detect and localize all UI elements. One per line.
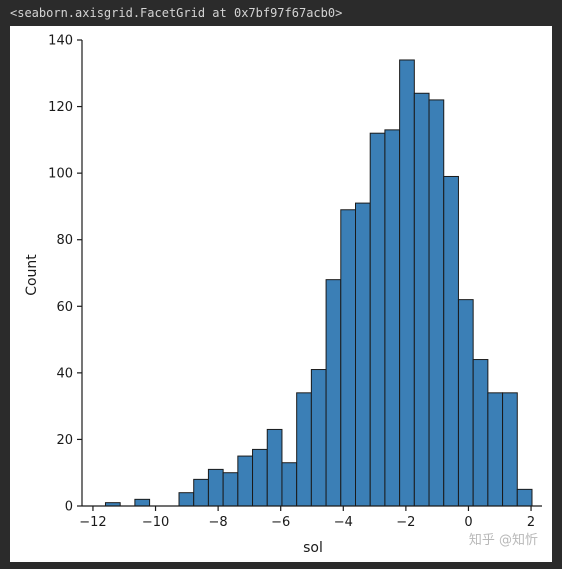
x-tick-label: 2: [527, 515, 535, 530]
bars-group: [104, 59, 533, 507]
histogram-bar: [413, 92, 430, 507]
histogram-bar: [266, 428, 283, 507]
y-tick-label: 20: [56, 433, 73, 448]
y-tick-label: 80: [56, 233, 73, 248]
histogram-bar: [384, 129, 401, 507]
watermark-text: 知乎 @知忻: [468, 533, 538, 548]
histogram-bar: [222, 472, 239, 507]
histogram-bar: [252, 448, 268, 507]
x-tick-label: 0: [464, 515, 472, 530]
x-axis-label: sol: [303, 540, 323, 556]
x-tick-label: −12: [79, 515, 106, 530]
figure-canvas: −12 −10 −8 −6 −4 −2 0 2 0 20 40 60 80 100 120 140 sol C…: [10, 26, 552, 562]
histogram-bar: [472, 359, 489, 507]
histogram-bar: [134, 498, 151, 507]
histogram-bar: [487, 392, 504, 507]
x-tick-label: −2: [396, 515, 415, 530]
x-tick-label: −8: [209, 515, 228, 530]
histogram-bar: [443, 175, 459, 507]
histogram-bar: [399, 59, 415, 507]
histogram-bar: [502, 392, 518, 507]
output-repr-text: <seaborn.axisgrid.FacetGrid at 0x7bf97f6…: [0, 0, 562, 26]
x-tick-label: −10: [142, 515, 169, 530]
histogram-bar: [457, 299, 474, 507]
y-tick-label: 100: [48, 167, 73, 182]
histogram-bar: [296, 392, 312, 507]
y-tick-label: 40: [56, 366, 73, 381]
y-tick-label: 0: [65, 500, 73, 515]
x-tick-label: −6: [271, 515, 290, 530]
histogram-bar: [310, 369, 327, 507]
y-tick-label: 60: [56, 300, 73, 315]
histogram-bar: [193, 478, 209, 507]
y-axis-label: Count: [24, 254, 40, 296]
histogram-bar: [428, 99, 445, 507]
histogram-bar: [178, 492, 195, 507]
histogram-bar: [355, 202, 371, 507]
histogram-bar: [325, 279, 342, 507]
histogram-bar: [281, 462, 298, 507]
histogram-bar: [516, 488, 533, 507]
x-tick-label: −4: [334, 515, 353, 530]
y-tick-label: 120: [48, 100, 73, 115]
histogram-bar: [369, 132, 386, 507]
y-tick-label: 140: [48, 34, 73, 49]
histogram-bar: [340, 209, 357, 507]
histogram-bar: [237, 455, 254, 507]
histogram-bar: [207, 468, 224, 507]
